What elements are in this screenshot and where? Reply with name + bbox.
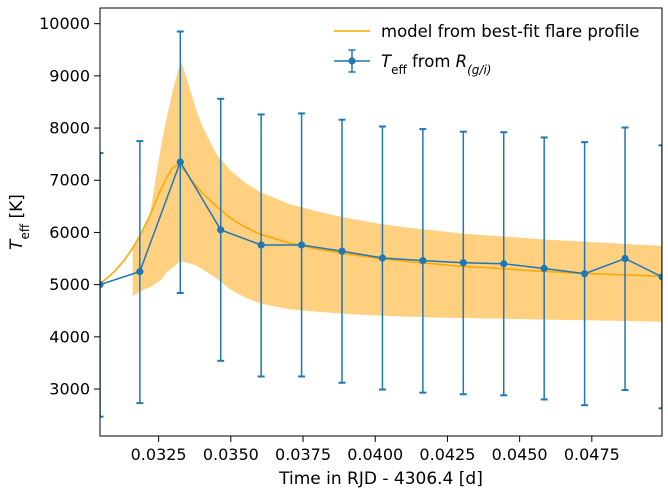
legend-model-label: model from best-fit flare profile (381, 22, 639, 41)
data-point (217, 226, 225, 234)
y-tick-label: 7000 (49, 171, 90, 190)
data-point (378, 254, 387, 262)
y-axis-label: Teff [K] (7, 194, 32, 250)
data-point (176, 158, 184, 166)
y-tick-label: 3000 (49, 380, 90, 399)
data-point (257, 241, 265, 249)
y-axis-label-sub: eff (18, 223, 32, 239)
y-tick-label: 4000 (49, 327, 90, 346)
x-axis-label: Time in RJD - 4306.4 [d] (278, 469, 483, 489)
errorbar (100, 152, 104, 418)
data-point (500, 260, 508, 268)
y-tick-label: 5000 (49, 275, 90, 294)
x-tick-label: 0.0375 (275, 445, 331, 464)
model-uncertainty-band (132, 62, 662, 322)
legend-data-marker (348, 57, 356, 65)
x-tick-label: 0.0350 (203, 445, 259, 464)
legend-data-label-rsub: (g/i) (467, 63, 491, 77)
errorbar (658, 144, 662, 410)
y-tick-label: 10000 (39, 14, 90, 33)
data-point (459, 259, 467, 267)
y-tick-label: 6000 (49, 223, 90, 242)
legend-data-label: Teff from R(g/i) (381, 52, 491, 77)
y-axis-label-unit: [K] (7, 194, 27, 224)
x-tick-label: 0.0325 (131, 445, 187, 464)
legend-data-label-sub: eff (391, 63, 407, 77)
y-tick-label: 9000 (49, 66, 90, 85)
x-tick-label: 0.0475 (564, 445, 620, 464)
x-tick-label: 0.0400 (347, 445, 403, 464)
model-line (100, 163, 662, 285)
data-point (419, 257, 427, 265)
data-point (658, 273, 662, 281)
data-point (297, 241, 306, 249)
axes-frame (99, 7, 663, 437)
data-point (338, 247, 346, 255)
legend-data-label-mid: from (407, 52, 456, 71)
x-axis: 0.0325 0.0350 0.0375 0.0400 0.0425 0.0450 0.04… (131, 436, 620, 464)
data-point (100, 281, 104, 289)
x-tick-label: 0.0425 (419, 445, 475, 464)
data-point (540, 264, 548, 273)
y-axis: 3000 4000 5000 6000 7000 8000 9000 10000 (39, 14, 100, 399)
y-tick-label: 8000 (49, 119, 90, 138)
data-point (136, 267, 144, 276)
legend-data-label-r: R (456, 52, 467, 71)
legend-data-label-main: T (381, 52, 393, 71)
plot-area (100, 30, 662, 418)
data-point (581, 270, 589, 278)
legend: model from best-fit flare profile Teff f… (334, 22, 639, 77)
data-point (621, 254, 629, 263)
x-tick-label: 0.0450 (492, 445, 548, 464)
y-axis-label-main: T (7, 238, 27, 250)
